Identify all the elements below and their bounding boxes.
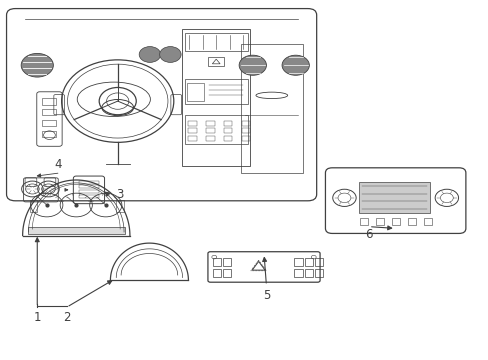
Text: 2: 2: [62, 311, 70, 324]
Bar: [184, 33, 247, 51]
Bar: [208, 57, 224, 66]
Bar: [212, 258, 221, 266]
Circle shape: [282, 55, 309, 75]
Bar: [358, 182, 429, 213]
Bar: [42, 131, 56, 137]
Bar: [186, 83, 203, 101]
Bar: [79, 181, 99, 184]
Text: 6: 6: [365, 228, 372, 242]
Bar: [187, 121, 196, 126]
Bar: [423, 219, 431, 225]
Bar: [205, 135, 214, 140]
Bar: [212, 269, 221, 277]
Bar: [223, 121, 232, 126]
Bar: [184, 116, 247, 144]
Text: 1: 1: [34, 311, 41, 324]
Bar: [391, 219, 399, 225]
Bar: [42, 120, 56, 126]
Bar: [79, 185, 99, 188]
Bar: [375, 219, 383, 225]
Bar: [240, 44, 303, 173]
Circle shape: [159, 46, 181, 62]
Bar: [42, 109, 56, 116]
Bar: [205, 121, 214, 126]
Bar: [79, 190, 99, 193]
Bar: [359, 219, 367, 225]
Bar: [116, 200, 123, 212]
Bar: [205, 129, 214, 134]
Text: 4: 4: [54, 158, 62, 171]
Text: 5: 5: [262, 289, 269, 302]
Bar: [184, 79, 247, 104]
Bar: [294, 269, 302, 277]
Bar: [241, 129, 250, 134]
Bar: [305, 269, 313, 277]
Bar: [407, 219, 415, 225]
Text: 3: 3: [116, 188, 123, 201]
Bar: [294, 258, 302, 266]
Bar: [27, 226, 125, 234]
Bar: [79, 195, 99, 198]
Bar: [241, 121, 250, 126]
Bar: [305, 258, 313, 266]
Bar: [182, 30, 250, 166]
Bar: [241, 135, 250, 140]
Bar: [187, 135, 196, 140]
Bar: [315, 258, 323, 266]
Bar: [223, 129, 232, 134]
Bar: [30, 200, 37, 212]
Bar: [222, 269, 230, 277]
Circle shape: [239, 55, 266, 75]
Bar: [187, 129, 196, 134]
Circle shape: [21, 53, 53, 77]
Circle shape: [139, 46, 160, 62]
Bar: [223, 135, 232, 140]
Bar: [222, 258, 230, 266]
Bar: [315, 269, 323, 277]
Bar: [42, 98, 56, 105]
